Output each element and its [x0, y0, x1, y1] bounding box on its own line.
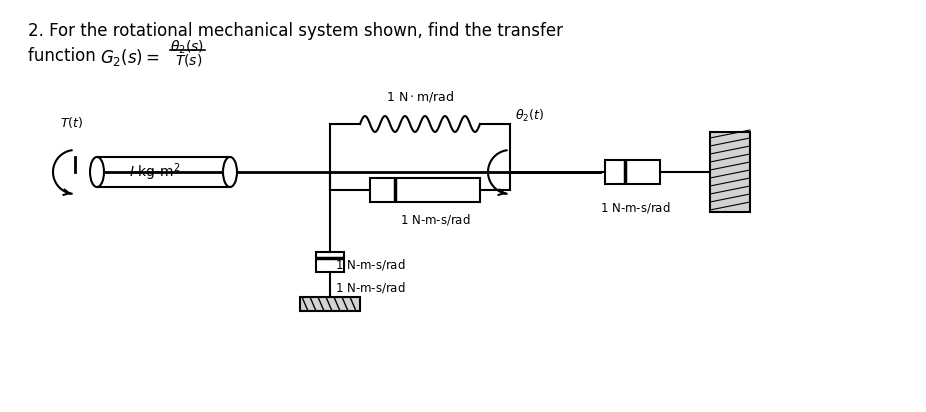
- Bar: [370, 178, 480, 202]
- Bar: [97, 157, 230, 187]
- Text: $1\ \mathrm{N\text{-}m\text{-}s/rad}$: $1\ \mathrm{N\text{-}m\text{-}s/rad}$: [400, 212, 470, 227]
- Text: $1\ \mathrm{N\text{-}m\text{-}s/rad}$: $1\ \mathrm{N\text{-}m\text{-}s/rad}$: [335, 280, 406, 295]
- Bar: [316, 252, 344, 272]
- Bar: [605, 160, 660, 184]
- Bar: [710, 132, 750, 212]
- Text: $T(s)$: $T(s)$: [175, 52, 202, 68]
- Bar: [300, 297, 360, 311]
- Ellipse shape: [223, 157, 237, 187]
- Text: $\theta_2(t)$: $\theta_2(t)$: [515, 108, 544, 124]
- Text: 2. For the rotational mechanical system shown, find the transfer: 2. For the rotational mechanical system …: [28, 22, 563, 40]
- Text: $1\ \mathrm{N\text{-}m\text{-}s/rad}$: $1\ \mathrm{N\text{-}m\text{-}s/rad}$: [335, 257, 406, 272]
- Text: $\theta_2(s)$: $\theta_2(s)$: [170, 39, 204, 56]
- Ellipse shape: [90, 157, 104, 187]
- Text: function: function: [28, 47, 101, 65]
- Text: $I\ \mathrm{kg\text{-}m^2}$: $I\ \mathrm{kg\text{-}m^2}$: [130, 161, 181, 183]
- Text: $T(t)$: $T(t)$: [60, 115, 83, 130]
- Text: $1\ \mathrm{N\cdot m/rad}$: $1\ \mathrm{N\cdot m/rad}$: [386, 89, 454, 104]
- Text: $G_2(s)=$: $G_2(s)=$: [100, 47, 160, 68]
- Text: $1\ \mathrm{N\text{-}m\text{-}s/rad}$: $1\ \mathrm{N\text{-}m\text{-}s/rad}$: [600, 200, 670, 215]
